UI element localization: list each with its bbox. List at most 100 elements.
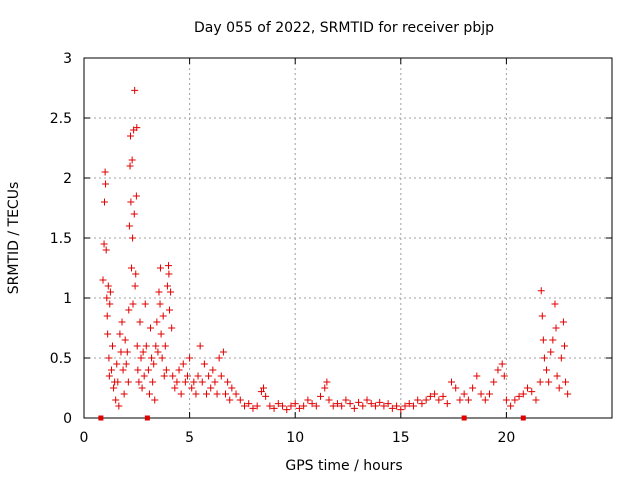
data-point xyxy=(100,240,108,248)
data-point xyxy=(562,378,570,386)
data-point xyxy=(321,384,329,392)
data-point xyxy=(490,378,498,386)
data-point xyxy=(117,348,125,356)
data-point xyxy=(295,404,303,412)
grid-lines xyxy=(84,58,612,418)
x-tick-label: 10 xyxy=(286,430,304,446)
data-point xyxy=(371,402,379,410)
data-point xyxy=(217,372,225,380)
data-point xyxy=(431,390,439,398)
data-point xyxy=(333,400,341,408)
data-point xyxy=(555,384,563,392)
data-point xyxy=(287,402,295,410)
data-point xyxy=(133,124,141,132)
data-point xyxy=(418,400,426,408)
data-point xyxy=(260,384,268,392)
data-point xyxy=(323,378,331,386)
plot-frame xyxy=(83,57,613,419)
data-point xyxy=(152,342,160,350)
x-tick-label: 15 xyxy=(392,430,410,446)
data-point xyxy=(106,300,114,308)
data-point xyxy=(477,390,485,398)
data-point xyxy=(481,396,489,404)
data-point xyxy=(118,318,126,326)
data-point xyxy=(447,378,455,386)
data-point xyxy=(511,396,519,404)
data-point xyxy=(547,348,555,356)
data-point xyxy=(119,366,127,374)
data-point xyxy=(367,400,375,408)
data-point xyxy=(127,198,135,206)
data-point xyxy=(151,396,159,404)
data-point xyxy=(551,300,559,308)
data-point xyxy=(173,378,181,386)
data-point xyxy=(537,287,545,295)
data-point xyxy=(279,402,287,410)
data-point xyxy=(564,390,572,398)
data-point xyxy=(159,312,167,320)
data-point xyxy=(376,398,384,406)
data-point xyxy=(136,318,144,326)
data-point xyxy=(196,342,204,350)
data-point xyxy=(169,372,177,380)
data-point xyxy=(110,384,118,392)
data-point xyxy=(207,384,215,392)
data-point xyxy=(160,372,168,380)
data-point xyxy=(183,372,191,380)
data-point xyxy=(249,404,257,412)
y-tick-label: 0.5 xyxy=(50,351,72,367)
data-point xyxy=(312,402,320,410)
data-point xyxy=(175,366,183,374)
data-point xyxy=(397,406,405,414)
data-point xyxy=(435,396,443,404)
data-point xyxy=(469,384,477,392)
data-point xyxy=(560,342,568,350)
data-point xyxy=(123,348,131,356)
data-point xyxy=(486,390,494,398)
data-point xyxy=(179,360,187,368)
data-point xyxy=(219,348,227,356)
data-point xyxy=(125,306,133,314)
data-point xyxy=(317,392,325,400)
data-point xyxy=(103,312,111,320)
data-point xyxy=(132,270,140,278)
data-point xyxy=(134,366,142,374)
data-point xyxy=(502,396,510,404)
data-point xyxy=(109,342,117,350)
data-point xyxy=(226,396,234,404)
y-tick-label: 3 xyxy=(63,51,72,67)
data-point xyxy=(464,396,472,404)
data-point xyxy=(150,360,158,368)
y-axis-label: SRMTID / TECUs xyxy=(6,182,22,295)
data-point xyxy=(130,210,138,218)
data-point xyxy=(126,162,134,170)
data-points xyxy=(99,86,572,414)
data-point xyxy=(283,406,291,414)
data-point xyxy=(106,288,114,296)
data-point xyxy=(460,390,468,398)
data-point xyxy=(507,402,515,410)
data-point xyxy=(363,396,371,404)
data-point xyxy=(539,336,547,344)
data-point xyxy=(232,390,240,398)
data-point xyxy=(149,378,157,386)
data-point xyxy=(274,400,282,408)
x-tick-label: 20 xyxy=(497,430,515,446)
data-point xyxy=(141,300,149,308)
data-point xyxy=(552,324,560,332)
data-point xyxy=(186,354,194,362)
data-point xyxy=(532,396,540,404)
data-point xyxy=(161,342,169,350)
data-point xyxy=(101,168,109,176)
data-point xyxy=(494,366,502,374)
data-point xyxy=(452,384,460,392)
data-point xyxy=(439,392,447,400)
data-point xyxy=(236,396,244,404)
data-point xyxy=(129,300,137,308)
data-point xyxy=(157,330,165,338)
data-point xyxy=(405,400,413,408)
data-point xyxy=(125,222,133,230)
data-point xyxy=(128,264,136,272)
data-point xyxy=(168,324,176,332)
